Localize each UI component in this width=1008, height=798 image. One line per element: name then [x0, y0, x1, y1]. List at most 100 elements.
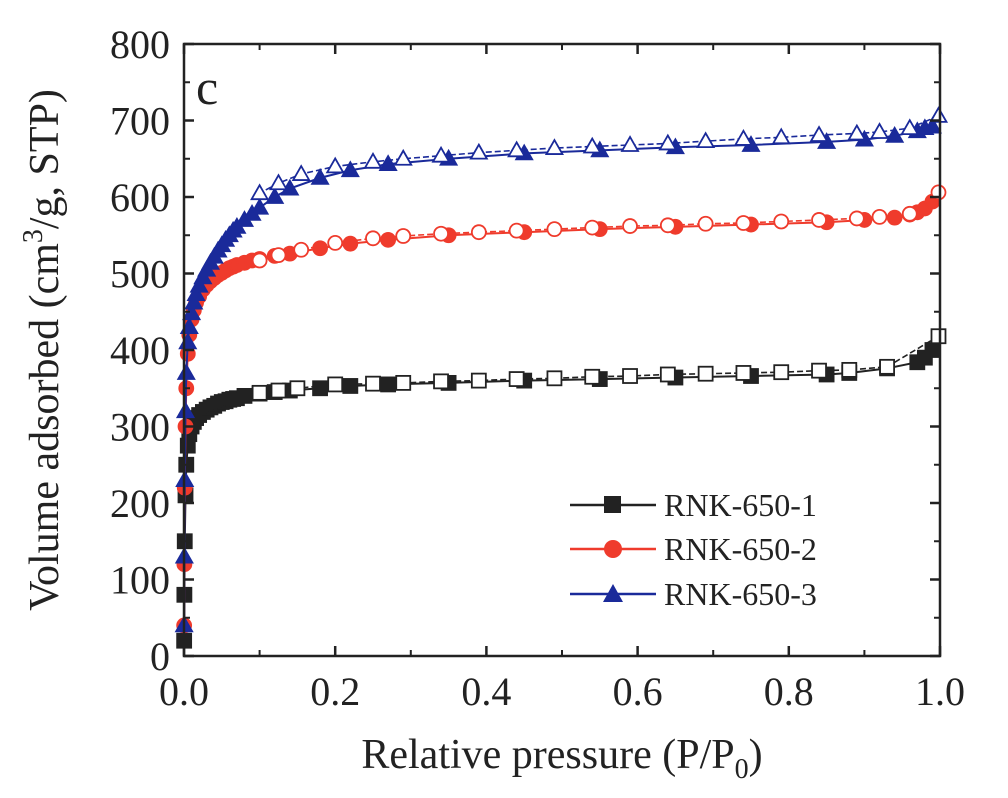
desorption-point [268, 173, 289, 191]
adsorption-point [886, 209, 903, 226]
desorption-point [584, 219, 601, 236]
y-tick-label: 800 [110, 22, 170, 67]
desorption-point [508, 222, 525, 239]
desorption-point [431, 145, 451, 163]
desorption-point [871, 208, 888, 225]
x-axis-title-main: Relative pressure (P/P [361, 732, 734, 778]
y-tick-label: 0 [150, 634, 170, 679]
desorption-point [251, 384, 268, 401]
x-tick-label: 0.0 [159, 669, 209, 714]
legend-item-3: RNK-650-3 [570, 576, 817, 612]
desorption-point [469, 142, 489, 160]
desorption-point [327, 376, 344, 393]
desorption-point [901, 205, 918, 222]
x-tick-label: 0.8 [764, 669, 814, 714]
adsorption-point [885, 125, 905, 143]
desorption-point [697, 365, 714, 382]
x-tick-label: 0.6 [613, 669, 663, 714]
adsorption-point [380, 231, 397, 248]
desorption-point [879, 358, 895, 375]
x-axis-title-suffix: ) [749, 732, 763, 778]
adsorption-point [340, 160, 360, 178]
desorption-point [250, 183, 270, 201]
desorption-point [325, 156, 345, 174]
desorption-point [546, 370, 563, 387]
desorption-point [811, 362, 827, 379]
desorption-point [395, 228, 412, 244]
adsorption-line [183, 200, 934, 626]
desorption-point [841, 361, 858, 378]
desorption-point [289, 380, 306, 397]
desorption-point [928, 106, 949, 123]
desorption-point [293, 241, 310, 258]
legend-marker-triangle [603, 584, 623, 602]
desorption-point [622, 218, 638, 234]
desorption-point [270, 382, 287, 399]
desorption-point [470, 372, 487, 389]
y-tick-label: 100 [110, 558, 170, 603]
desorption-point [659, 217, 676, 234]
desorption-point [544, 138, 564, 155]
y-tick-label: 400 [110, 328, 170, 373]
desorption-point [809, 125, 829, 142]
y-axis-title: Volume adsorbed (cm3/g, STP) [18, 89, 68, 611]
desorption-point [848, 210, 865, 227]
desorption-point [658, 133, 678, 151]
adsorption-point [342, 378, 359, 394]
legend-marker-circle [604, 540, 622, 558]
legend-marker-square [604, 496, 621, 513]
x-tick-labels: 0.0 0.2 0.4 0.6 0.8 1.0 [159, 669, 965, 714]
desorption-point [393, 148, 413, 166]
y-tick-label: 300 [110, 405, 170, 450]
y-tick-label: 500 [110, 252, 170, 297]
adsorption-point [312, 240, 328, 257]
desorption-point [363, 151, 383, 169]
desorption-point [659, 366, 676, 383]
series-1 [176, 328, 947, 649]
adsorption-point [312, 380, 328, 397]
desorption-point [773, 364, 790, 381]
adsorption-point [380, 376, 397, 393]
adsorption-point [378, 154, 398, 172]
y-tick-labels: 0 100 200 300 400 500 600 700 800 [110, 22, 170, 679]
y-tick-label: 200 [110, 481, 170, 526]
desorption-point [395, 374, 412, 391]
desorption-point [270, 247, 287, 264]
desorption-point [847, 123, 867, 141]
panel-letter: c [196, 59, 218, 115]
legend-item-2: RNK-650-2 [570, 531, 817, 567]
legend-label-2: RNK-650-2 [664, 531, 817, 567]
legend: RNK-650-1 RNK-650-2 RNK-650-3 [570, 487, 817, 612]
y-axis-title-superscript: 3 [18, 229, 49, 243]
y-axis-title-suffix: /g, STP) [22, 89, 68, 229]
desorption-point [697, 215, 714, 232]
legend-item-1: RNK-650-1 [570, 487, 817, 523]
desorption-point [365, 375, 381, 392]
desorption-point [546, 221, 563, 238]
desorption-point [900, 118, 920, 136]
adsorption-point [176, 363, 196, 380]
desorption-point [291, 164, 311, 181]
x-tick-label: 0.2 [310, 669, 360, 714]
adsorption-point [310, 168, 330, 185]
desorption-point [433, 373, 449, 390]
desorption-point [733, 129, 753, 146]
x-tick-label: 1.0 [915, 669, 965, 714]
desorption-point [773, 213, 790, 230]
adsorption-point [265, 187, 285, 204]
axis-ticks [182, 42, 942, 658]
desorption-point [251, 252, 268, 269]
legend-label-1: RNK-650-1 [664, 487, 817, 523]
y-axis-title-main: Volume adsorbed (cm [22, 243, 68, 611]
desorption-point [735, 215, 752, 231]
adsorption-point [179, 317, 199, 334]
adsorption-point [189, 275, 209, 293]
adsorption-point [250, 197, 270, 215]
plot-marks [174, 106, 949, 649]
desorption-point [433, 225, 449, 242]
legend-label-3: RNK-650-3 [664, 576, 817, 612]
adsorption-point [236, 387, 253, 404]
x-axis-title-subscript: 0 [735, 754, 749, 785]
desorption-point [327, 234, 344, 251]
